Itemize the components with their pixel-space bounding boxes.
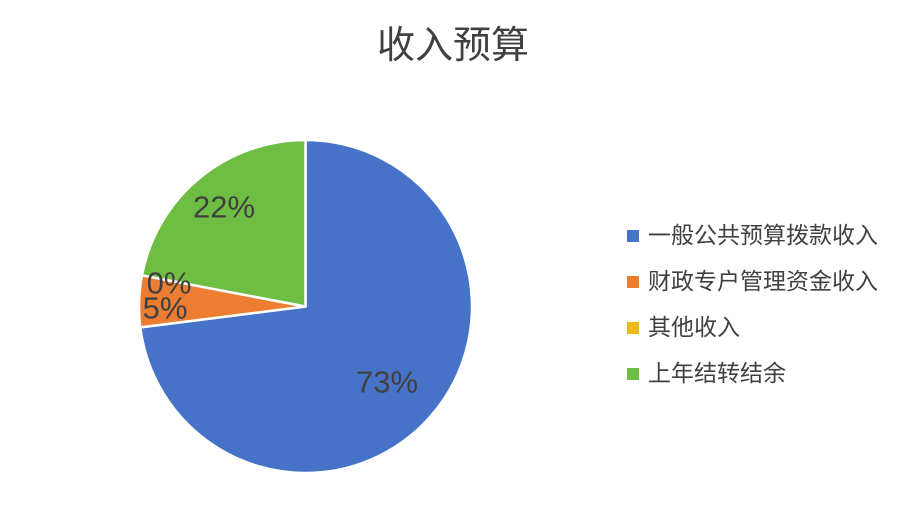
legend-swatch-blue: [627, 229, 639, 242]
pie-data-label: 0%: [147, 266, 192, 301]
pie-data-label: 73%: [356, 365, 418, 400]
pie-slice-4[interactable]: [140, 138, 307, 308]
legend-item-4[interactable]: 上年结转结余: [627, 362, 878, 385]
chart-title: 收入预算: [376, 25, 529, 67]
legend-label: 上年结转结余: [648, 360, 786, 386]
legend-label: 财政专户管理资金收入: [648, 268, 878, 294]
legend-item-3[interactable]: 其他收入: [627, 316, 878, 339]
legend-label: 一般公共预算拨款收入: [648, 222, 878, 248]
pie-data-label: 22%: [193, 190, 255, 225]
pie-data-label: 5%: [143, 291, 188, 326]
legend-item-2[interactable]: 财政专户管理资金收入: [627, 270, 878, 293]
legend-swatch-green: [627, 367, 639, 380]
legend-item-1[interactable]: 一般公共预算拨款收入: [627, 224, 878, 247]
legend-label: 其他收入: [648, 314, 740, 340]
legend: 一般公共预算拨款收入 财政专户管理资金收入 其他收入 上年结转结余: [627, 224, 878, 385]
legend-swatch-orange: [627, 275, 639, 288]
legend-swatch-yellow: [627, 321, 639, 334]
